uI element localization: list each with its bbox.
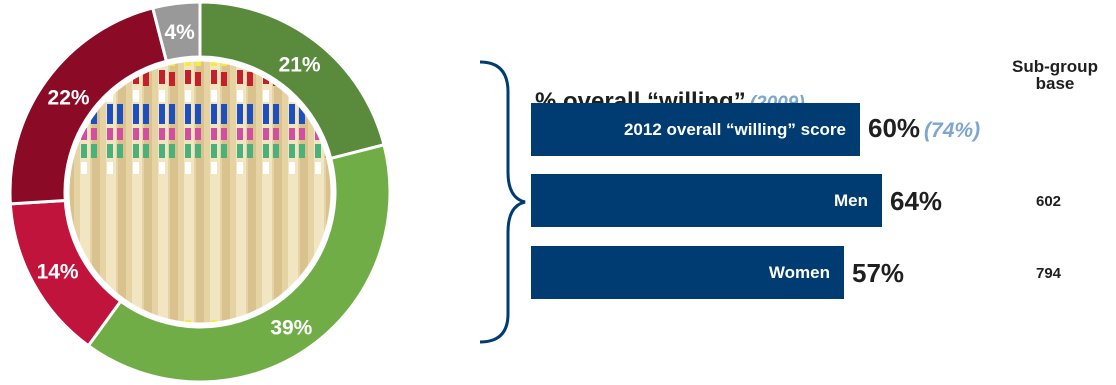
bar-label: Women	[768, 262, 830, 282]
bar-men: Men	[531, 174, 882, 227]
bracket-brace	[479, 60, 526, 344]
subgroup-base-header: Sub-group base	[1012, 57, 1098, 93]
value-label-men: 64%	[890, 186, 943, 216]
bar-women: Women	[531, 246, 844, 299]
bar-overall: 2012 overall “willing” score	[531, 103, 860, 156]
donut-chart: 21% 39% 14% 22% 4%	[8, 0, 392, 384]
bar-label: 2012 overall “willing” score	[623, 119, 846, 139]
donut-label-0: 21%	[279, 54, 321, 77]
center-photo	[64, 56, 336, 328]
donut-label-3: 22%	[48, 86, 90, 109]
comparison-value: (74%)	[924, 119, 981, 142]
base-men: 602	[1036, 193, 1062, 210]
value-label-overall: 60% (74%)	[868, 113, 980, 144]
value-text: 60%	[868, 113, 921, 143]
bar-label: Men	[834, 190, 868, 210]
base-women: 794	[1036, 265, 1062, 282]
donut-label-4: 4%	[164, 21, 195, 44]
donut-label-1: 39%	[270, 316, 312, 339]
value-label-women: 57%	[852, 258, 905, 288]
donut-label-2: 14%	[37, 260, 79, 283]
